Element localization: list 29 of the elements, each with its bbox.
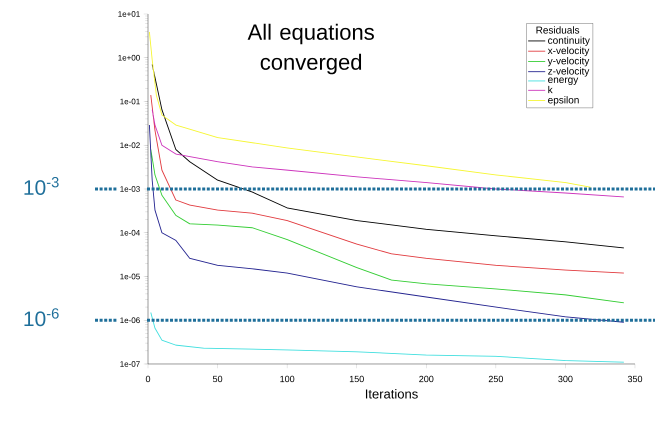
x-tick-label: 350 (628, 376, 642, 382)
y-tick-label: 1e-05 (120, 274, 140, 280)
annotation: All equations converged (248, 24, 374, 74)
legend-title: Residuals (536, 26, 580, 34)
legend-label: epsilon (548, 96, 579, 106)
y-tick-label: 1e-01 (120, 98, 140, 104)
y-tick-label: 1e-07 (120, 361, 140, 367)
y-tick-label: 1e-06 (120, 317, 140, 324)
x-tick-label: 250 (488, 376, 504, 382)
x-tick-label: 150 (350, 376, 364, 382)
y-tick-label: 1e+01 (118, 11, 140, 17)
y-tick-label: 1e-04 (120, 230, 140, 236)
legend-label: z-velocity (548, 67, 590, 77)
y-tick-label: 1e-02 (120, 142, 140, 148)
legend-label: energy (548, 78, 578, 85)
x-tick-label: 300 (558, 376, 573, 382)
x-tick-label: 200 (419, 376, 434, 382)
x-tick-label: 100 (280, 376, 294, 382)
x-tick-label: 50 (212, 376, 222, 382)
legend-label: continuity (548, 36, 590, 46)
y-tick-label: 1e+00 (118, 54, 140, 61)
text: 10$^{-6}$ (24, 308, 59, 326)
legend-label: x-velocity (548, 46, 590, 56)
x-tick-label: 0 (146, 376, 150, 382)
text: 10$^{-3}$ (24, 177, 59, 195)
legend-label: y-velocity (548, 57, 590, 66)
legend-label: k (548, 86, 553, 94)
x-axis-title: Iterations (366, 389, 418, 399)
y-tick-label: 1e-03 (120, 186, 140, 192)
